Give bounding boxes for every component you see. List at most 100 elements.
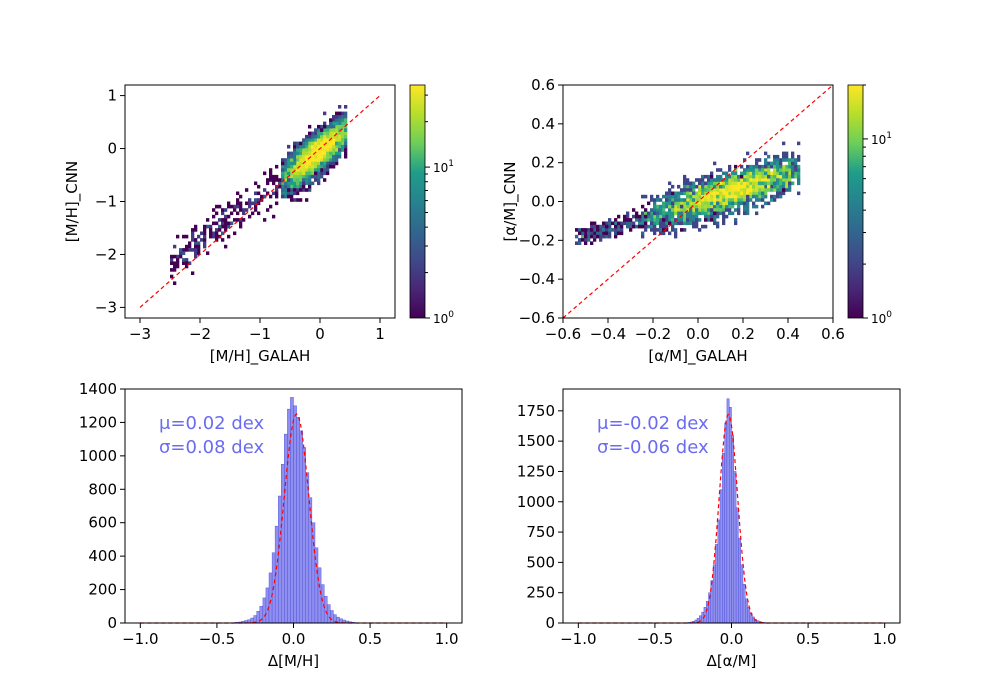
density-cell (257, 211, 261, 216)
mh-colorbar: 100 101 (409, 84, 454, 326)
density-cell (749, 198, 753, 202)
density-cell (746, 211, 750, 216)
histogram-bar (265, 587, 270, 624)
density-cell (731, 204, 735, 209)
density-cell (743, 188, 747, 192)
alpham-density-ylabel: [α/M]_CNN (501, 161, 520, 241)
density-cell (203, 228, 207, 232)
x-tick-label: 1 (375, 325, 385, 343)
density-cell (671, 214, 675, 219)
density-cell (293, 141, 297, 146)
density-cell (737, 184, 741, 189)
density-cell (626, 224, 630, 229)
density-cell (743, 174, 747, 179)
density-cell (677, 221, 681, 226)
density-cell (323, 178, 327, 182)
y-tick-label: −1 (95, 193, 117, 211)
density-cell (308, 181, 312, 186)
density-cell (296, 174, 300, 179)
density-cell (254, 191, 258, 196)
density-cell (311, 158, 315, 162)
density-cell (695, 198, 699, 202)
density-cell (269, 178, 273, 182)
density-cell (785, 168, 789, 172)
density-cell (293, 144, 297, 149)
density-cell (281, 161, 285, 166)
density-cell (767, 161, 771, 166)
density-cell (296, 181, 300, 186)
density-cell (194, 254, 198, 259)
density-cell (704, 174, 708, 179)
density-cell (650, 208, 654, 212)
density-cell (707, 188, 711, 192)
density-cell (176, 261, 180, 265)
density-cell (680, 208, 684, 212)
density-cell (701, 188, 705, 192)
density-cell (746, 208, 750, 212)
density-cell (314, 151, 318, 156)
density-cell (206, 224, 210, 229)
density-cell (308, 164, 312, 169)
density-cell (203, 241, 207, 245)
density-cell (761, 171, 765, 176)
density-cell (716, 181, 720, 186)
density-cell (665, 198, 669, 202)
density-cell (797, 158, 801, 162)
density-cell (296, 168, 300, 172)
density-cell (680, 201, 684, 206)
density-cell (650, 194, 654, 199)
density-cell (299, 171, 303, 176)
density-cell (725, 184, 729, 189)
density-cell (722, 201, 726, 206)
density-cell (662, 218, 666, 222)
density-cell (737, 181, 741, 186)
density-cell (683, 228, 687, 232)
density-cell (284, 171, 288, 176)
density-cell (281, 188, 285, 192)
density-cell (659, 228, 663, 232)
density-cell (692, 201, 696, 206)
density-cell (323, 124, 327, 129)
density-cell (338, 148, 342, 152)
density-cell (770, 184, 774, 189)
density-cell (344, 144, 348, 149)
histogram-bar (323, 596, 328, 624)
density-cell (749, 164, 753, 169)
density-cell (701, 174, 705, 179)
density-cell (713, 221, 717, 226)
density-cell (749, 184, 753, 189)
density-cell (614, 221, 618, 226)
density-cell (644, 218, 648, 222)
density-cell (338, 105, 342, 109)
density-cell (293, 154, 297, 159)
density-cell (311, 174, 315, 179)
density-cell (275, 188, 279, 192)
density-cell (746, 164, 750, 169)
density-cell (227, 214, 231, 219)
density-cell (797, 174, 801, 179)
density-cell (317, 138, 321, 142)
density-cell (707, 178, 711, 182)
density-cell (725, 191, 729, 196)
density-cell (326, 131, 330, 136)
density-cell (716, 224, 720, 229)
density-cell (704, 181, 708, 186)
density-cell (695, 214, 699, 219)
density-cell (740, 194, 744, 199)
density-cell (623, 218, 627, 222)
density-cell (299, 198, 303, 202)
density-cell (785, 154, 789, 159)
density-cell (305, 198, 309, 202)
density-cell (332, 124, 336, 129)
density-cell (701, 201, 705, 206)
density-cell (662, 194, 666, 199)
density-cell (344, 154, 348, 159)
density-cell (296, 141, 300, 146)
density-cell (590, 228, 594, 232)
density-cell (704, 214, 708, 219)
density-cell (608, 221, 612, 226)
density-cell (764, 188, 768, 192)
density-cell (770, 171, 774, 176)
density-cell (653, 208, 657, 212)
